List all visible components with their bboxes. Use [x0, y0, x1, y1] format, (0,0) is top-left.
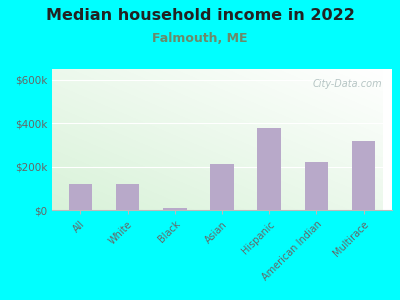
Bar — [258, 128, 281, 210]
Text: City-Data.com: City-Data.com — [312, 79, 382, 89]
Bar — [116, 184, 139, 210]
Bar — [68, 184, 92, 210]
Bar — [305, 162, 328, 210]
Bar — [352, 141, 376, 210]
Text: Falmouth, ME: Falmouth, ME — [152, 32, 248, 44]
Bar — [210, 164, 234, 210]
Text: Median household income in 2022: Median household income in 2022 — [46, 8, 354, 22]
Bar — [163, 208, 186, 210]
